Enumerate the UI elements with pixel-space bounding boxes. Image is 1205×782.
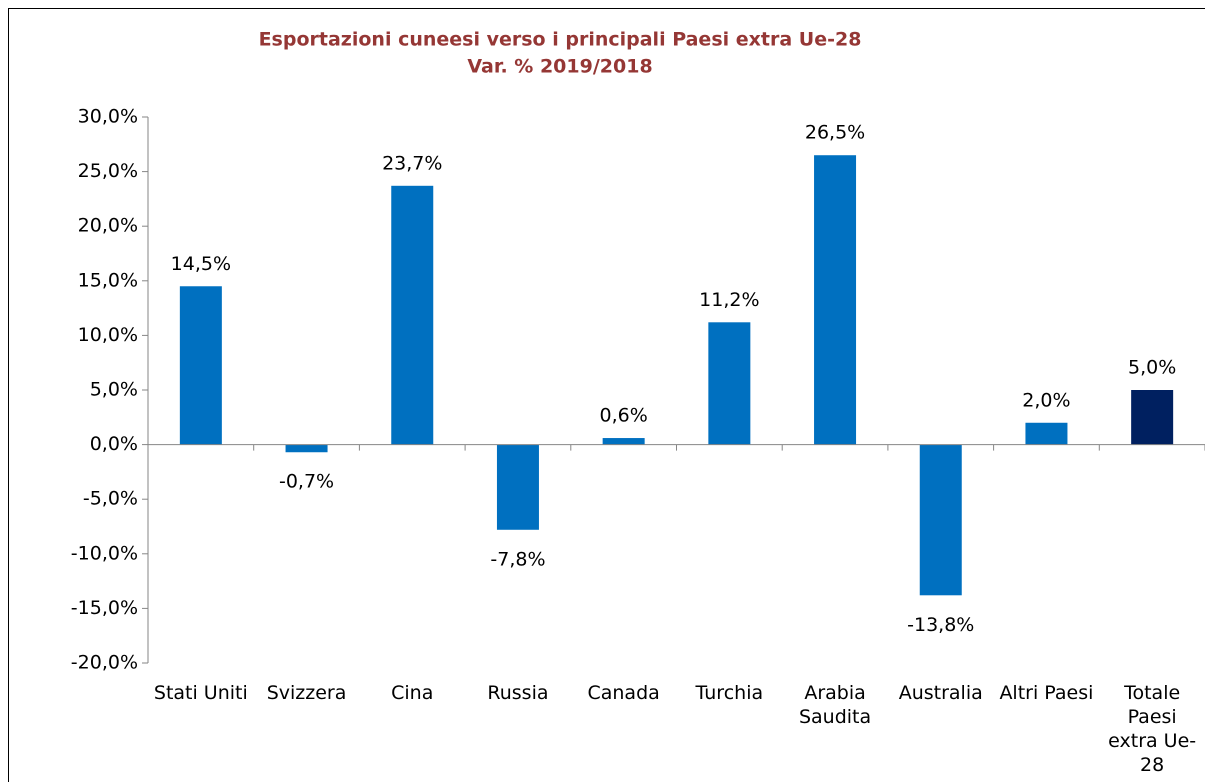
value-label: 11,2%	[699, 289, 759, 311]
y-tick-label: -20,0%	[71, 652, 138, 674]
value-label: 2,0%	[1022, 389, 1070, 411]
y-tick-label: 20,0%	[78, 215, 138, 237]
x-tick-label: Svizzera	[266, 682, 347, 704]
x-tick-label: Russia	[487, 682, 549, 704]
y-tick-label: 5,0%	[90, 379, 138, 401]
value-label: -0,7%	[279, 471, 334, 493]
y-tick-label: -5,0%	[83, 488, 138, 510]
bar	[285, 444, 328, 453]
x-tick-label: Altri Paesi	[999, 682, 1094, 704]
chart-title: Esportazioni cuneesi verso i principali …	[259, 29, 862, 51]
value-label: 0,6%	[600, 405, 648, 427]
chart-border	[8, 8, 1205, 782]
bar	[179, 286, 222, 445]
x-tick-label: Australia	[898, 682, 983, 704]
value-label: 23,7%	[382, 152, 442, 174]
bar	[602, 438, 645, 445]
bar	[919, 444, 962, 596]
x-tick-label: Cina	[391, 682, 434, 704]
y-tick-label: 30,0%	[78, 106, 138, 128]
y-tick-label: -10,0%	[71, 542, 138, 564]
x-tick-label: Arabia Saudita	[798, 682, 872, 728]
bar	[1131, 390, 1174, 445]
y-tick-label: -15,0%	[71, 597, 138, 619]
y-tick-label: 0,0%	[90, 433, 138, 455]
bar	[391, 185, 434, 445]
value-label: -7,8%	[490, 548, 545, 570]
bar	[814, 155, 857, 445]
y-tick-label: 15,0%	[78, 269, 138, 291]
value-label: -13,8%	[907, 614, 974, 636]
value-label: 5,0%	[1128, 357, 1176, 379]
y-tick-label: 10,0%	[78, 324, 138, 346]
x-tick-label: Turchia	[695, 682, 764, 704]
bar	[496, 444, 539, 530]
x-tick-label: Canada	[587, 682, 660, 704]
value-label: 26,5%	[805, 122, 865, 144]
x-tick-label: Stati Uniti	[153, 682, 248, 704]
x-tick-label: Totale Paesi extra Ue-28	[1108, 682, 1197, 776]
value-label: 14,5%	[171, 253, 231, 275]
bar	[1025, 422, 1068, 445]
bar	[708, 322, 751, 445]
chart-subtitle: Var. % 2019/2018	[467, 56, 652, 78]
y-tick-label: 25,0%	[78, 160, 138, 182]
